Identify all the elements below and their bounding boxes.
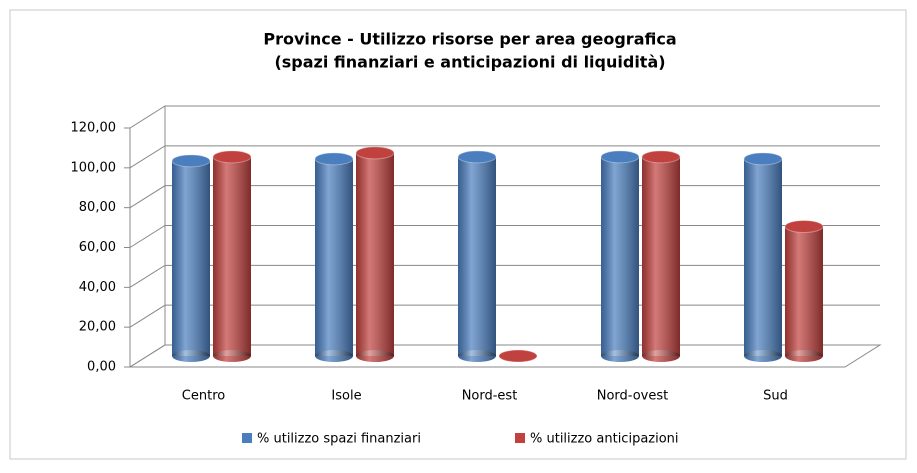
bar-top [498,349,538,363]
bar-top [212,150,252,164]
y-tick-label: 20,00 [79,320,116,335]
bar-bottom-shade [744,350,782,362]
bar-bottom-shade [601,350,639,362]
bar-top [457,150,497,164]
bar-bottom-shade [642,350,680,362]
legend-label: % utilizzo anticipazioni [530,432,679,447]
bar-top [355,146,395,160]
bar-shade [601,156,639,356]
grid-line [129,105,880,129]
bar-shade [315,158,353,356]
bar-top [641,150,681,164]
bar-shade [642,156,680,356]
x-tick-label: Nord-est [462,389,518,404]
bar-shade [213,156,251,356]
legend-label: % utilizzo spazi finanziari [257,432,421,447]
bar-bottom-shade [356,350,394,362]
legend-swatch [242,433,252,443]
x-tick-label: Centro [182,389,225,404]
y-tick-label: 120,00 [71,121,117,136]
bar-shade [458,156,496,356]
bar-top [314,152,354,166]
grid-line [129,225,880,248]
grid-line [129,185,880,209]
bar-shade [172,160,210,356]
legend-swatch [515,433,525,443]
y-tick-label: 60,00 [79,240,116,255]
y-tick-label: 40,00 [79,280,116,295]
grid-line [129,344,880,368]
y-tick-label: 100,00 [71,160,117,175]
bar-bottom-shade [315,350,353,362]
bar-top [784,220,824,234]
bar-bottom-shade [458,350,496,362]
chart-subtitle: (spazi finanziari e anticipazioni di liq… [274,53,665,72]
bar-top [743,152,783,166]
chart-title: Province - Utilizzo risorse per area geo… [263,30,676,49]
bar-top [171,154,211,168]
y-tick-label: 80,00 [79,200,116,215]
bar-shade [356,152,394,356]
bar-top [600,150,640,164]
grid-line [129,304,880,328]
x-tick-label: Isole [331,389,361,404]
bar-shade [744,158,782,356]
bar-bottom-shade [213,350,251,362]
bar-shade [785,226,823,356]
grid-line [129,264,880,288]
bar-bottom-shade [785,350,823,362]
y-tick-label: 0,00 [87,360,116,375]
x-tick-label: Nord-ovest [597,389,669,404]
x-tick-label: Sud [763,389,788,404]
grid-line [129,145,880,169]
bar-bottom-shade [172,350,210,362]
